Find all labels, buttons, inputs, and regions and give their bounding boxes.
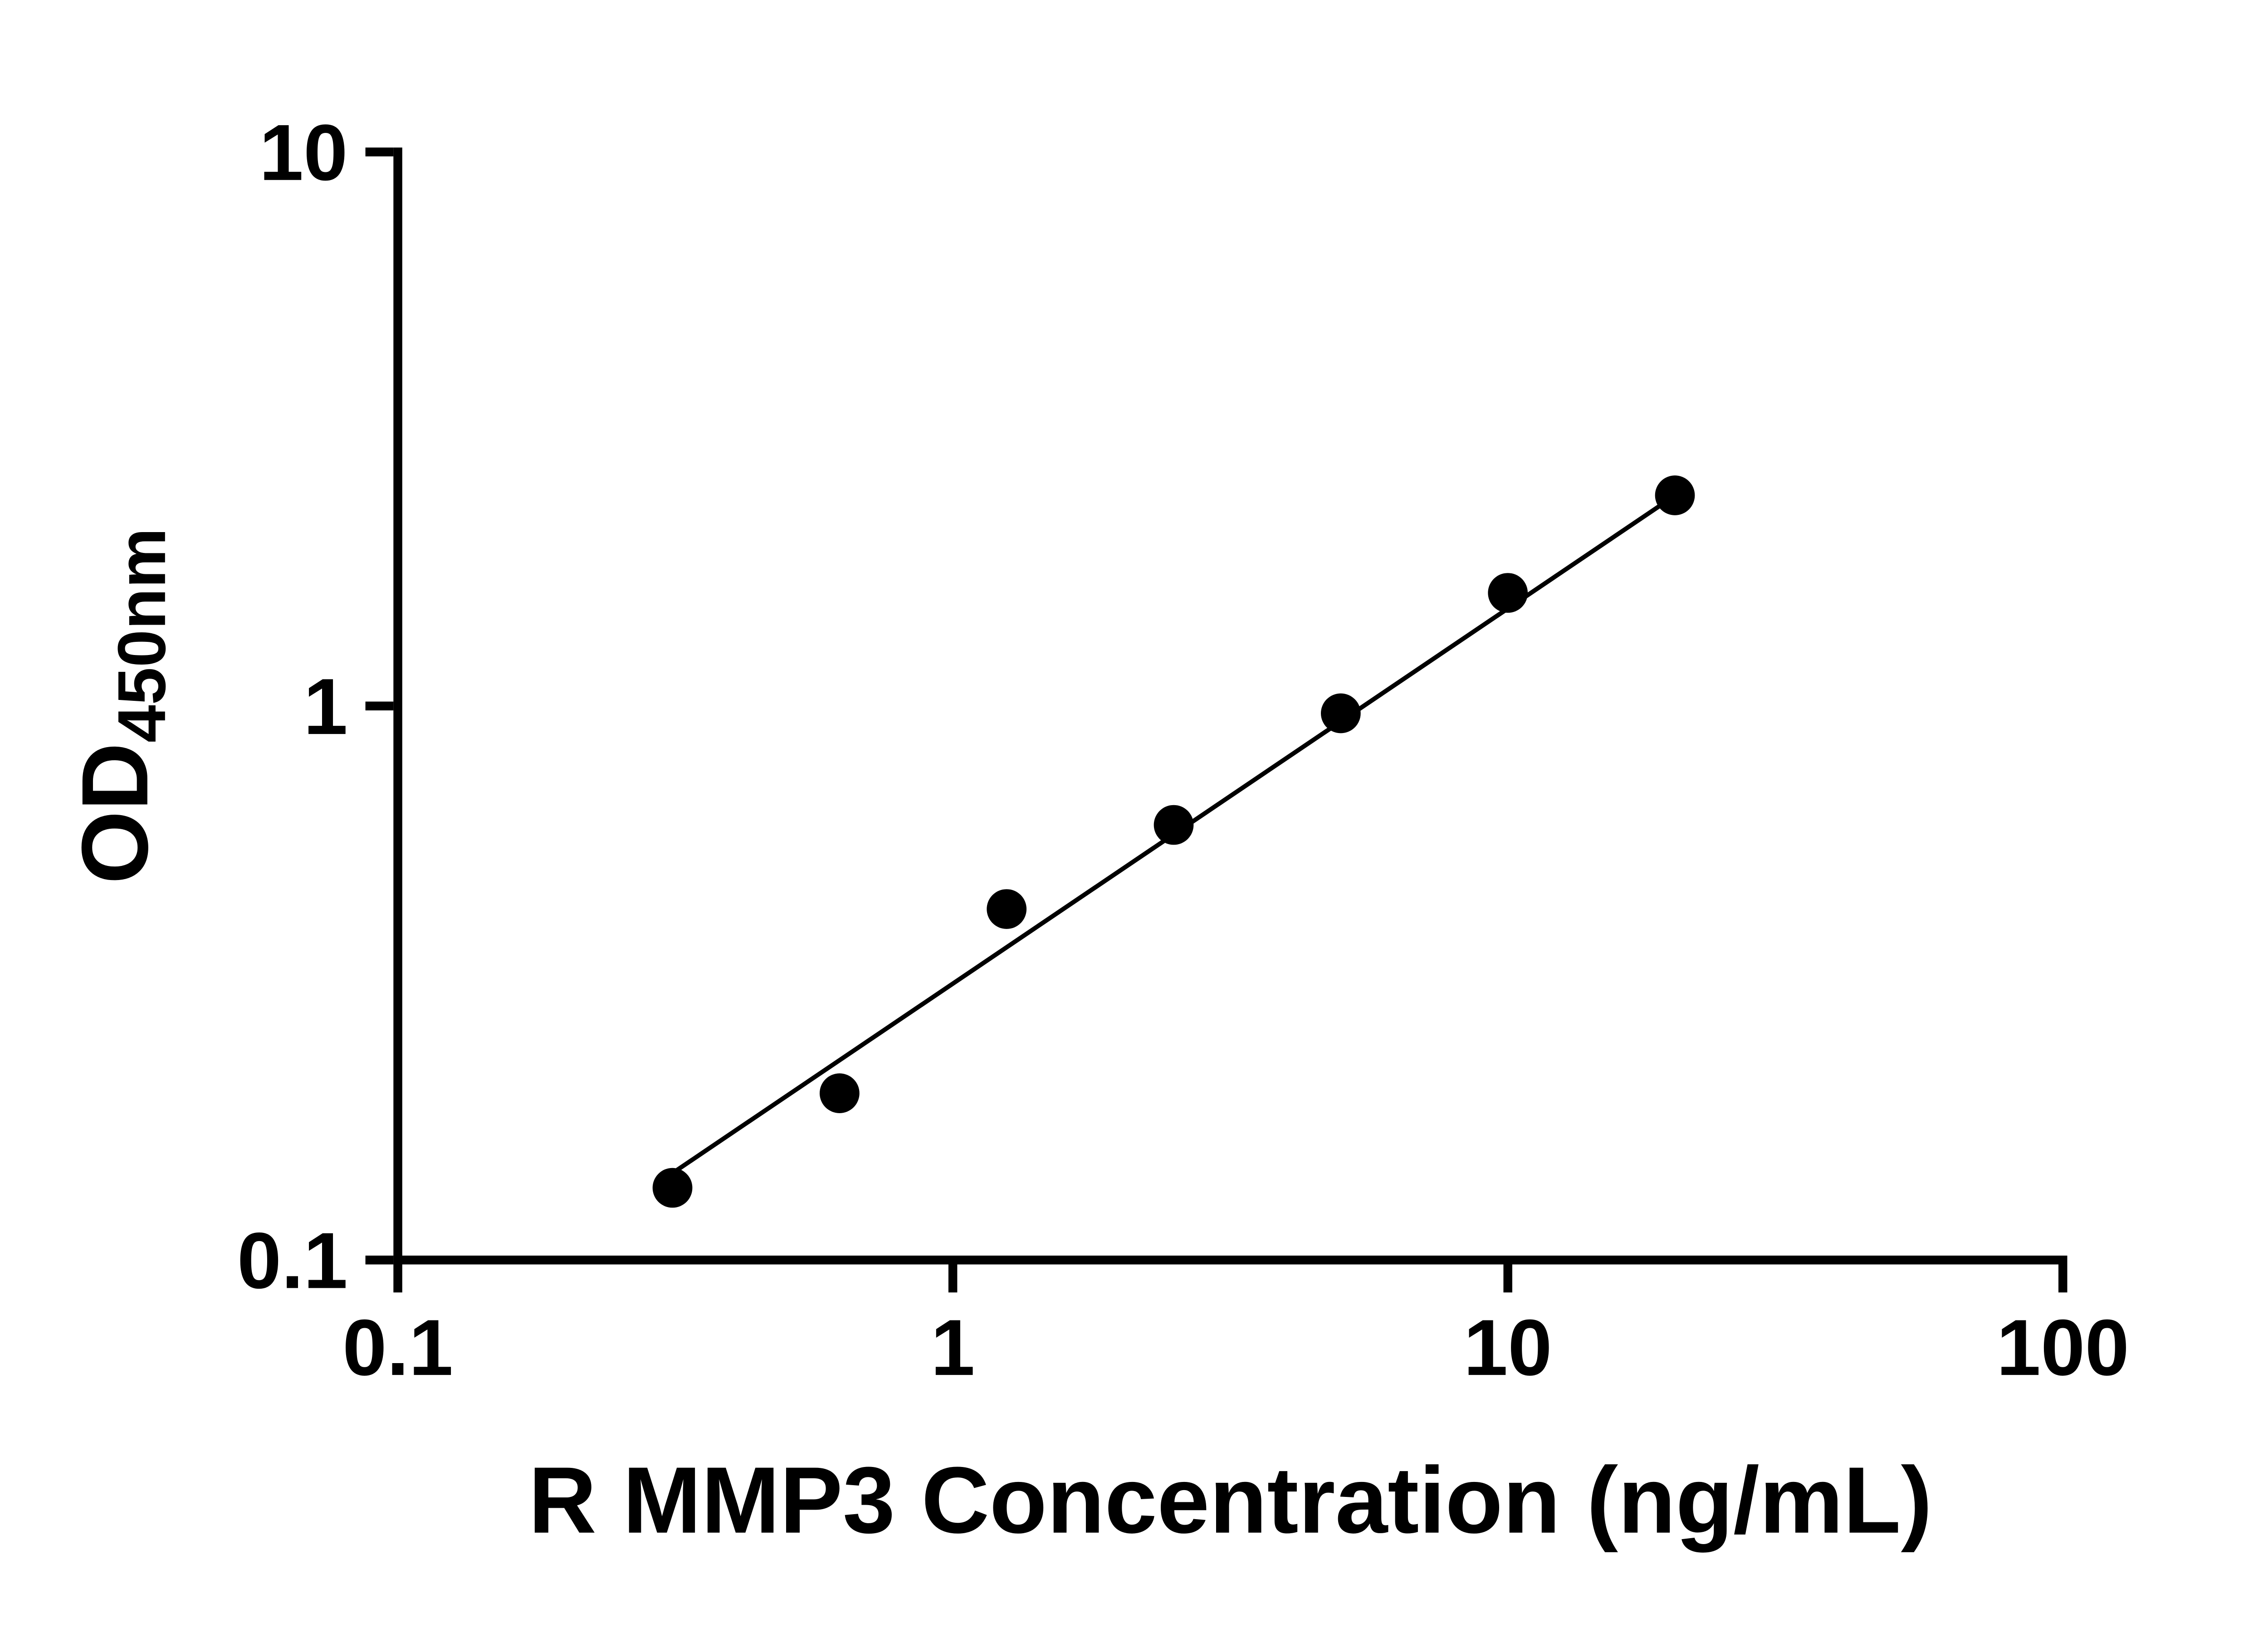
y-axis-title-sub: 450nm bbox=[104, 528, 180, 743]
data-point bbox=[1154, 805, 1194, 845]
y-axis-title: OD450nm bbox=[63, 528, 180, 884]
y-tick-label: 1 bbox=[303, 662, 348, 751]
x-tick-label: 100 bbox=[1996, 1303, 2129, 1392]
data-point bbox=[652, 1168, 693, 1208]
x-tick-label: 1 bbox=[931, 1303, 975, 1392]
x-axis-title: R MMP3 Concentration (ng/mL) bbox=[528, 1448, 1932, 1553]
y-axis-title-main: OD bbox=[63, 743, 168, 884]
data-point bbox=[1488, 573, 1528, 613]
data-point bbox=[987, 889, 1027, 929]
y-tick-label: 0.1 bbox=[237, 1216, 348, 1305]
plot-area: 0.1 1 10 100 0.1 1 10 bbox=[237, 108, 2129, 1392]
x-tick-label: 10 bbox=[1464, 1303, 1552, 1392]
x-tick-label: 0.1 bbox=[342, 1303, 453, 1392]
data-point bbox=[1655, 475, 1695, 515]
data-point bbox=[820, 1073, 860, 1113]
data-point bbox=[1320, 693, 1361, 733]
y-tick-label: 10 bbox=[259, 108, 348, 197]
